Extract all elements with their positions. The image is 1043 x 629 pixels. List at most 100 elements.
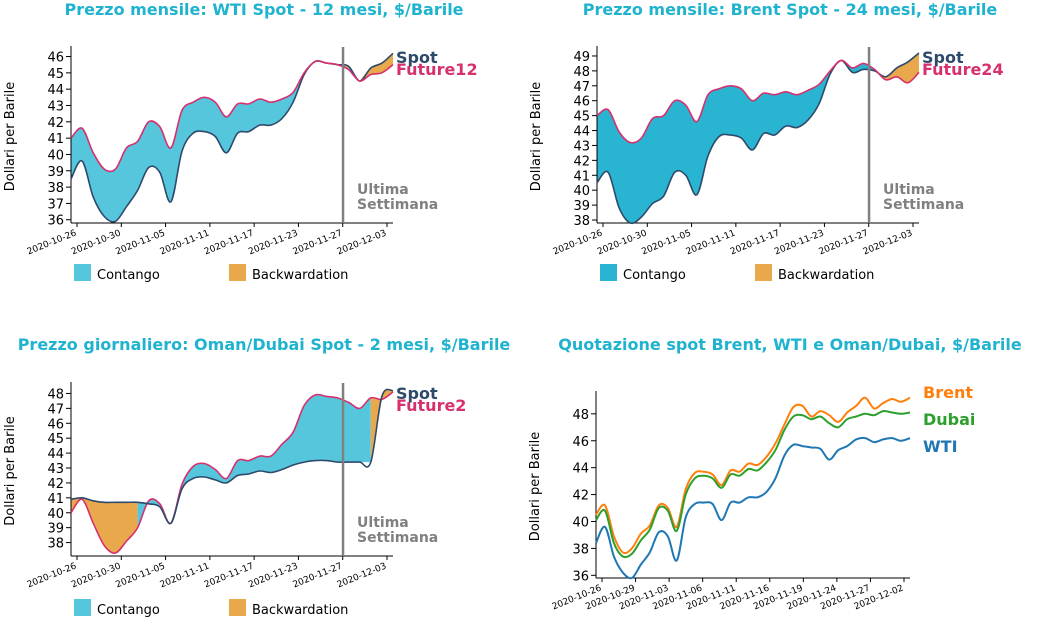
y-tick-label: 36	[47, 214, 64, 229]
legend-swatch-0	[74, 599, 91, 616]
legend-swatch-1	[229, 264, 246, 281]
plot-2: 3839404142434445464748492020-10-262020-1…	[529, 46, 1004, 283]
y-tick-label: 38	[572, 542, 589, 557]
y-tick-label: 44	[47, 83, 64, 98]
legend-label-0: Contango	[623, 268, 686, 283]
contango-area-1	[137, 394, 371, 528]
y-tick-label: 48	[573, 65, 590, 80]
x-tick-label: 2020-12-03	[336, 229, 388, 258]
week-marker-label: Settimana	[357, 530, 438, 546]
backwardation-area-2	[370, 389, 393, 463]
x-tick-label: 2020-11-27	[292, 229, 344, 258]
y-axis-label: Dollari per Barile	[529, 82, 544, 191]
x-tick-label: 2020-12-03	[862, 229, 914, 258]
y-tick-label: 40	[572, 515, 589, 530]
x-tick-label: 2020-11-05	[114, 562, 166, 591]
x-tick-label: 2020-11-05	[114, 229, 166, 258]
y-tick-label: 46	[47, 51, 64, 66]
legend-label-1: Backwardation	[252, 603, 348, 618]
y-tick-label: 39	[47, 165, 64, 180]
legend-swatch-0	[600, 264, 617, 281]
week-marker-label: Ultima	[357, 515, 409, 531]
week-marker-label: Settimana	[883, 197, 964, 213]
series-line-future12	[70, 60, 394, 173]
backwardation-area-3	[359, 53, 393, 81]
y-tick-label: 44	[573, 125, 590, 140]
x-tick-label: 2020-11-27	[818, 229, 870, 258]
y-tick-label: 41	[47, 132, 64, 147]
y-tick-label: 44	[572, 462, 589, 477]
legend-label-0: Contango	[97, 603, 160, 618]
x-tick-label: 2020-11-17	[203, 229, 255, 258]
x-tick-label: 2020-11-23	[247, 229, 299, 258]
y-tick-label: 41	[573, 169, 590, 184]
x-tick-label: 2020-10-26	[552, 228, 604, 257]
series-line-spot	[70, 388, 394, 525]
y-tick-label: 46	[572, 435, 589, 450]
series-label-future2: Future2	[396, 396, 466, 415]
x-tick-label: 2020-11-23	[247, 562, 299, 591]
x-tick-label: 2020-11-27	[292, 562, 344, 591]
plot-4: 363840424446482020-10-262020-10-292020-1…	[528, 383, 975, 612]
legend-swatch-1	[229, 599, 246, 616]
y-tick-label: 38	[47, 537, 64, 552]
y-tick-label: 42	[47, 477, 64, 492]
series-label-spot: Spot	[396, 384, 438, 403]
y-tick-label: 43	[573, 139, 590, 154]
x-tick-label: 2020-10-26	[26, 228, 78, 257]
panel2-title: Prezzo mensile: Brent Spot - 24 mesi, $/…	[583, 0, 998, 19]
y-tick-label: 45	[47, 67, 64, 82]
series-line-future24	[596, 59, 920, 144]
series-line-wti	[595, 436, 911, 580]
y-axis-label: Dollari per Barile	[3, 416, 18, 525]
series-line-brent	[595, 396, 911, 555]
panel3-title: Prezzo giornaliero: Oman/Dubai Spot - 2 …	[18, 335, 511, 354]
y-axis-label: Dollari per Barile	[528, 432, 543, 541]
y-tick-label: 39	[573, 199, 590, 214]
y-tick-label: 49	[573, 50, 590, 65]
x-tick-label: 2020-11-17	[203, 562, 255, 591]
series-label-spot: Spot	[396, 48, 438, 67]
x-tick-label: 2020-10-30	[70, 561, 122, 590]
y-tick-label: 48	[47, 387, 64, 402]
x-tick-label: 2020-11-05	[640, 229, 692, 258]
legend-label-0: Contango	[97, 268, 160, 283]
week-marker-label: Settimana	[357, 197, 438, 213]
y-tick-label: 42	[47, 116, 64, 131]
x-tick-label: 2020-12-03	[336, 562, 388, 591]
y-tick-label: 38	[47, 181, 64, 196]
series-line-future2	[70, 391, 394, 554]
y-axis-label: Dollari per Barile	[3, 82, 18, 191]
y-tick-label: 47	[573, 80, 590, 95]
x-tick-label: 2020-11-23	[773, 229, 825, 258]
series-label-dubai: Dubai	[923, 410, 975, 429]
y-tick-label: 43	[47, 462, 64, 477]
week-marker-label: Ultima	[357, 182, 409, 198]
panel4-title: Quotazione spot Brent, WTI e Oman/Dubai,…	[558, 335, 1022, 354]
y-tick-label: 42	[572, 489, 589, 504]
x-tick-label: 2020-10-30	[70, 228, 122, 257]
y-tick-label: 40	[47, 507, 64, 522]
y-tick-label: 38	[573, 214, 590, 229]
y-tick-label: 41	[47, 492, 64, 507]
backwardation-area-0	[71, 497, 138, 554]
series-label-spot: Spot	[922, 48, 964, 67]
y-tick-label: 45	[573, 110, 590, 125]
y-tick-label: 40	[573, 184, 590, 199]
legend-swatch-1	[755, 264, 772, 281]
legend-label-1: Backwardation	[778, 268, 874, 283]
x-tick-label: 2020-10-26	[26, 561, 78, 590]
series-label-wti: WTI	[923, 437, 958, 456]
y-tick-label: 44	[47, 447, 64, 462]
y-tick-label: 45	[47, 432, 64, 447]
contango-area-0	[71, 60, 338, 222]
contango-area-0	[597, 60, 875, 224]
x-tick-label: 2020-10-30	[596, 228, 648, 257]
y-tick-label: 40	[47, 148, 64, 163]
y-tick-label: 48	[572, 408, 589, 423]
y-tick-label: 47	[47, 402, 64, 417]
x-tick-label: 2020-11-17	[729, 229, 781, 258]
series-label-future24: Future24	[922, 60, 1004, 79]
